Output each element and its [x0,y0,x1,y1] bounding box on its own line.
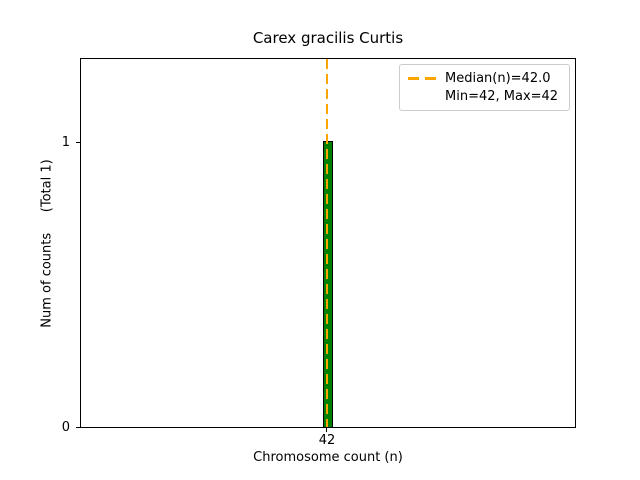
median-line-legend-icon [408,76,436,80]
xtick-label-42: 42 [318,433,336,448]
empty-legend-icon [408,95,436,98]
y-axis-label: Num of counts (Total 1) [39,159,55,328]
histogram-bar-42 [323,141,333,427]
legend-entry-median: Median(n)=42.0 [408,69,561,88]
xtick-mark-42 [326,428,327,432]
ytick-mark-0 [76,427,80,428]
legend-label-minmax: Min=42, Max=42 [445,89,559,105]
legend-label-median: Median(n)=42.0 [445,70,551,86]
plot-area [80,58,576,428]
ytick-label-1: 1 [61,135,70,150]
median-dashed-line [326,59,328,427]
x-axis-label: Chromosome count (n) [253,450,403,465]
chart-title: Carex gracilis Curtis [252,29,404,47]
legend: Median(n)=42.0 Min=42, Max=42 [399,64,570,111]
legend-entry-minmax: Min=42, Max=42 [408,88,561,107]
ytick-label-0: 0 [61,420,70,435]
ytick-mark-1 [76,142,80,143]
